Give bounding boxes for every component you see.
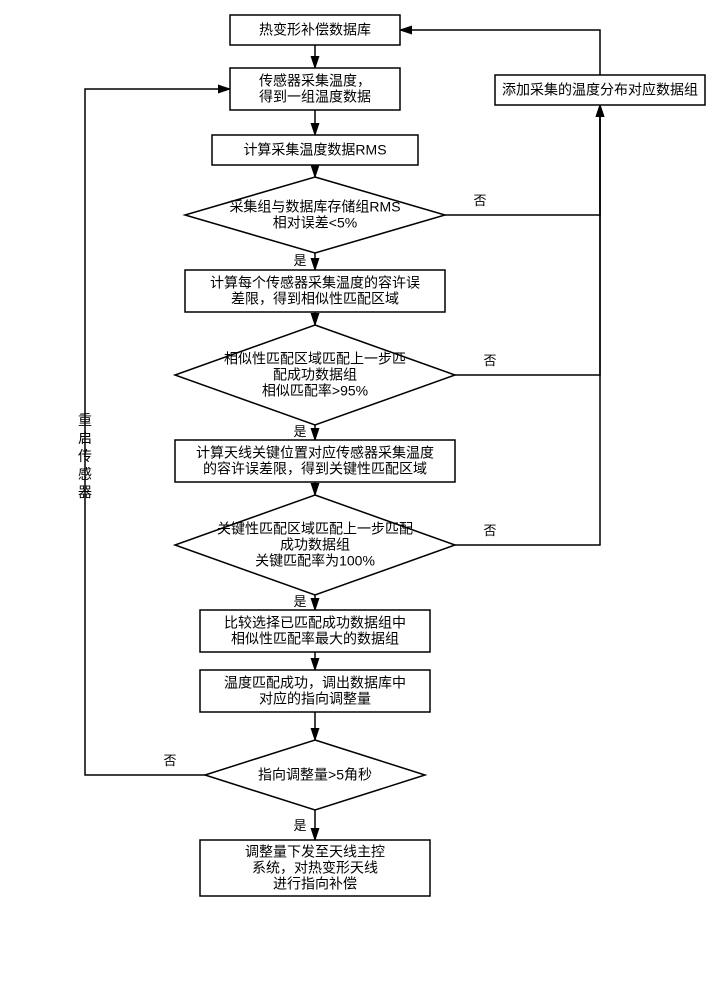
node-text: 计算每个传感器采集温度的容许误 xyxy=(210,275,420,291)
edge xyxy=(400,30,600,75)
edge-label: 是 xyxy=(293,253,306,268)
node-text: 进行指向补偿 xyxy=(273,876,357,892)
node-text: 采集组与数据库存储组RMS xyxy=(229,199,400,215)
node-text: 对应的指向调整量 xyxy=(259,691,371,707)
edge-label: 否 xyxy=(473,193,486,208)
node-text: 比较选择已匹配成功数据组中 xyxy=(224,615,406,631)
edge xyxy=(455,105,600,375)
vertical-text: 感 xyxy=(78,466,92,482)
edge xyxy=(455,105,600,545)
edge-label: 是 xyxy=(293,818,306,833)
edge-label: 否 xyxy=(483,353,496,368)
node-text: 差限，得到相似性匹配区域 xyxy=(231,291,399,307)
node-text: 成功数据组 xyxy=(280,537,350,553)
node-text: 相似性匹配率最大的数据组 xyxy=(231,631,399,647)
node-text: 调整量下发至天线主控 xyxy=(245,844,385,860)
node-text: 相似性匹配区域匹配上一步匹 xyxy=(224,351,406,367)
node-text: 关键匹配率为100% xyxy=(255,553,375,569)
edge-label: 否 xyxy=(163,753,176,768)
node-text: 添加采集的温度分布对应数据组 xyxy=(502,82,698,98)
vertical-text: 重 xyxy=(78,412,92,428)
node-text: 得到一组温度数据 xyxy=(259,89,371,105)
node-text: 传感器采集温度， xyxy=(259,73,371,89)
edge-label: 是 xyxy=(293,424,306,439)
node-text: 关键性匹配区域匹配上一步匹配 xyxy=(217,521,413,537)
node-text: 系统，对热变形天线 xyxy=(252,860,378,876)
vertical-text: 传 xyxy=(78,448,92,464)
node-text: 相对误差<5% xyxy=(273,215,357,231)
node-text: 的容许误差限，得到关键性匹配区域 xyxy=(203,461,427,477)
edge xyxy=(445,105,600,215)
edge-label: 是 xyxy=(293,594,306,609)
flowchart-canvas: 是是是是否否否否热变形补偿数据库传感器采集温度，得到一组温度数据计算采集温度数据… xyxy=(0,0,726,1000)
node-text: 计算采集温度数据RMS xyxy=(243,142,386,158)
node-text: 相似匹配率>95% xyxy=(262,383,368,399)
node-text: 热变形补偿数据库 xyxy=(259,22,371,38)
node-text: 计算天线关键位置对应传感器采集温度 xyxy=(196,445,434,461)
vertical-text: 启 xyxy=(78,430,92,446)
vertical-text: 器 xyxy=(78,484,92,500)
node-text: 指向调整量>5角秒 xyxy=(258,767,372,783)
edge-label: 否 xyxy=(483,523,496,538)
node-text: 配成功数据组 xyxy=(273,367,357,383)
node-text: 温度匹配成功，调出数据库中 xyxy=(224,675,406,691)
